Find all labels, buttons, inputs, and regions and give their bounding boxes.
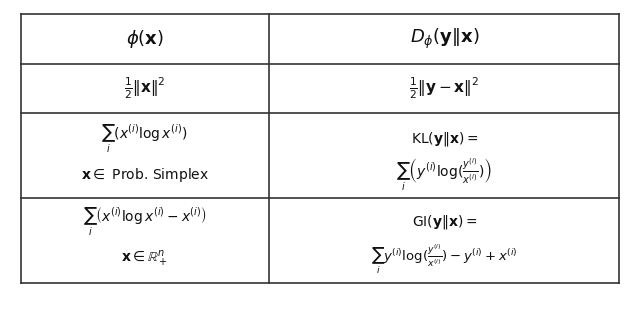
Text: $\sum_i y^{(i)} \log(\frac{y^{(i)}}{x^{(i)}}) - y^{(i)} + x^{(i)}$: $\sum_i y^{(i)} \log(\frac{y^{(i)}}{x^{(… [371,243,518,276]
Text: $\frac{1}{2}\|\mathbf{x}\|^2$: $\frac{1}{2}\|\mathbf{x}\|^2$ [124,76,166,101]
Text: $\sum_i \left( x^{(i)} \log x^{(i)} - x^{(i)} \right)$: $\sum_i \left( x^{(i)} \log x^{(i)} - x^… [83,206,207,238]
Text: $D_{\phi}(\mathbf{y}\|\mathbf{x})$: $D_{\phi}(\mathbf{y}\|\mathbf{x})$ [410,27,479,51]
Text: $\mathrm{KL}(\mathbf{y}\|\mathbf{x}) =$: $\mathrm{KL}(\mathbf{y}\|\mathbf{x}) =$ [410,130,478,148]
Text: $\mathrm{GI}(\mathbf{y}\|\mathbf{x}) =$: $\mathrm{GI}(\mathbf{y}\|\mathbf{x}) =$ [412,213,477,231]
Text: $\phi(\mathbf{x})$: $\phi(\mathbf{x})$ [126,28,164,50]
Text: $\mathbf{x} \in \mathbb{R}^n_+$: $\mathbf{x} \in \mathbb{R}^n_+$ [122,249,168,269]
Text: $\mathbf{x} \in$ Prob. Simplex: $\mathbf{x} \in$ Prob. Simplex [81,166,209,183]
Text: $\sum_i \left( y^{(i)} \log(\frac{y^{(i)}}{x^{(i)}}) \right)$: $\sum_i \left( y^{(i)} \log(\frac{y^{(i)… [396,156,492,193]
Text: $\sum_i(x^{(i)} \log x^{(i)})$: $\sum_i(x^{(i)} \log x^{(i)})$ [101,123,188,155]
Text: $\frac{1}{2}\|\mathbf{y} - \mathbf{x}\|^2$: $\frac{1}{2}\|\mathbf{y} - \mathbf{x}\|^… [409,76,479,101]
